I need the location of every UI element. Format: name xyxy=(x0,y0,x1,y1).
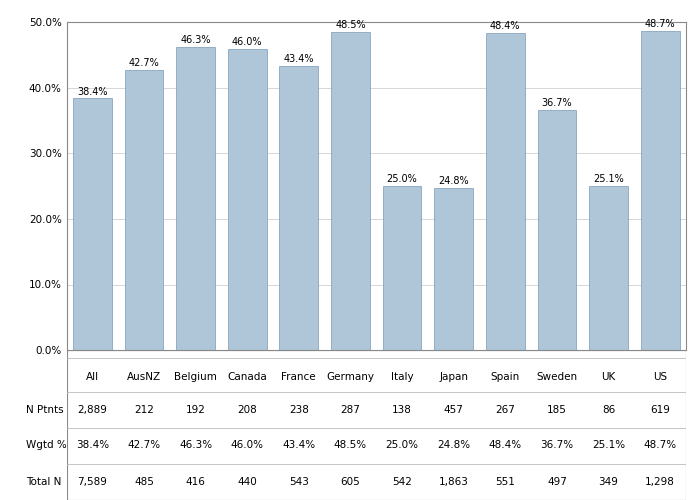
Text: All: All xyxy=(85,372,99,382)
Text: 267: 267 xyxy=(496,405,515,415)
Bar xyxy=(125,70,163,350)
Text: 497: 497 xyxy=(547,477,567,487)
Text: France: France xyxy=(281,372,316,382)
Text: 1,298: 1,298 xyxy=(645,477,675,487)
Text: 24.8%: 24.8% xyxy=(437,440,470,450)
Text: 86: 86 xyxy=(602,405,615,415)
Text: 48.7%: 48.7% xyxy=(645,19,676,29)
Text: 46.0%: 46.0% xyxy=(231,440,264,450)
Bar xyxy=(589,186,628,350)
Text: 440: 440 xyxy=(237,477,257,487)
Text: 36.7%: 36.7% xyxy=(540,440,573,450)
Text: Canada: Canada xyxy=(228,372,267,382)
Text: Germany: Germany xyxy=(326,372,375,382)
Text: 48.5%: 48.5% xyxy=(335,20,365,30)
Text: 1,863: 1,863 xyxy=(439,477,468,487)
Text: 7,589: 7,589 xyxy=(78,477,107,487)
Bar xyxy=(279,66,318,350)
Text: 48.4%: 48.4% xyxy=(490,21,521,31)
Text: 457: 457 xyxy=(444,405,463,415)
Text: 42.7%: 42.7% xyxy=(127,440,160,450)
Text: UK: UK xyxy=(601,372,616,382)
Text: 24.8%: 24.8% xyxy=(438,176,469,186)
Text: 46.3%: 46.3% xyxy=(181,35,211,45)
Text: 485: 485 xyxy=(134,477,154,487)
Text: Total N: Total N xyxy=(26,477,62,487)
Text: 48.5%: 48.5% xyxy=(334,440,367,450)
Text: 25.0%: 25.0% xyxy=(386,174,417,184)
Bar xyxy=(228,48,267,350)
Text: 2,889: 2,889 xyxy=(78,405,107,415)
Text: 208: 208 xyxy=(237,405,257,415)
Bar xyxy=(331,32,370,350)
Text: 43.4%: 43.4% xyxy=(282,440,316,450)
Text: 25.0%: 25.0% xyxy=(386,440,419,450)
Text: Japan: Japan xyxy=(439,372,468,382)
Text: 238: 238 xyxy=(289,405,309,415)
Text: 349: 349 xyxy=(598,477,619,487)
Bar xyxy=(538,110,576,350)
Text: 192: 192 xyxy=(186,405,206,415)
Bar xyxy=(383,186,421,350)
Text: 287: 287 xyxy=(340,405,360,415)
Text: N Ptnts: N Ptnts xyxy=(26,405,64,415)
Text: 46.0%: 46.0% xyxy=(232,36,262,46)
Text: Italy: Italy xyxy=(391,372,414,382)
Bar xyxy=(434,188,473,350)
Text: 25.1%: 25.1% xyxy=(593,174,624,184)
Bar xyxy=(176,46,215,350)
Bar xyxy=(640,31,680,350)
Text: Belgium: Belgium xyxy=(174,372,217,382)
Text: 416: 416 xyxy=(186,477,206,487)
Text: 185: 185 xyxy=(547,405,567,415)
Text: Spain: Spain xyxy=(491,372,520,382)
Text: 138: 138 xyxy=(392,405,412,415)
Text: 212: 212 xyxy=(134,405,154,415)
Bar xyxy=(486,33,525,350)
Text: 36.7%: 36.7% xyxy=(542,98,573,108)
Text: 38.4%: 38.4% xyxy=(76,440,109,450)
Text: Wgtd %: Wgtd % xyxy=(26,440,67,450)
Text: 48.4%: 48.4% xyxy=(489,440,522,450)
Text: 43.4%: 43.4% xyxy=(284,54,314,64)
Text: 25.1%: 25.1% xyxy=(592,440,625,450)
Text: 48.7%: 48.7% xyxy=(643,440,677,450)
Text: 46.3%: 46.3% xyxy=(179,440,212,450)
Bar xyxy=(73,98,112,350)
Text: US: US xyxy=(653,372,667,382)
Text: AusNZ: AusNZ xyxy=(127,372,161,382)
Text: 42.7%: 42.7% xyxy=(129,58,160,68)
Text: 543: 543 xyxy=(289,477,309,487)
Text: Sweden: Sweden xyxy=(536,372,578,382)
Text: 542: 542 xyxy=(392,477,412,487)
Text: 605: 605 xyxy=(341,477,360,487)
Text: 619: 619 xyxy=(650,405,670,415)
Text: 551: 551 xyxy=(496,477,515,487)
Text: 38.4%: 38.4% xyxy=(77,86,108,97)
